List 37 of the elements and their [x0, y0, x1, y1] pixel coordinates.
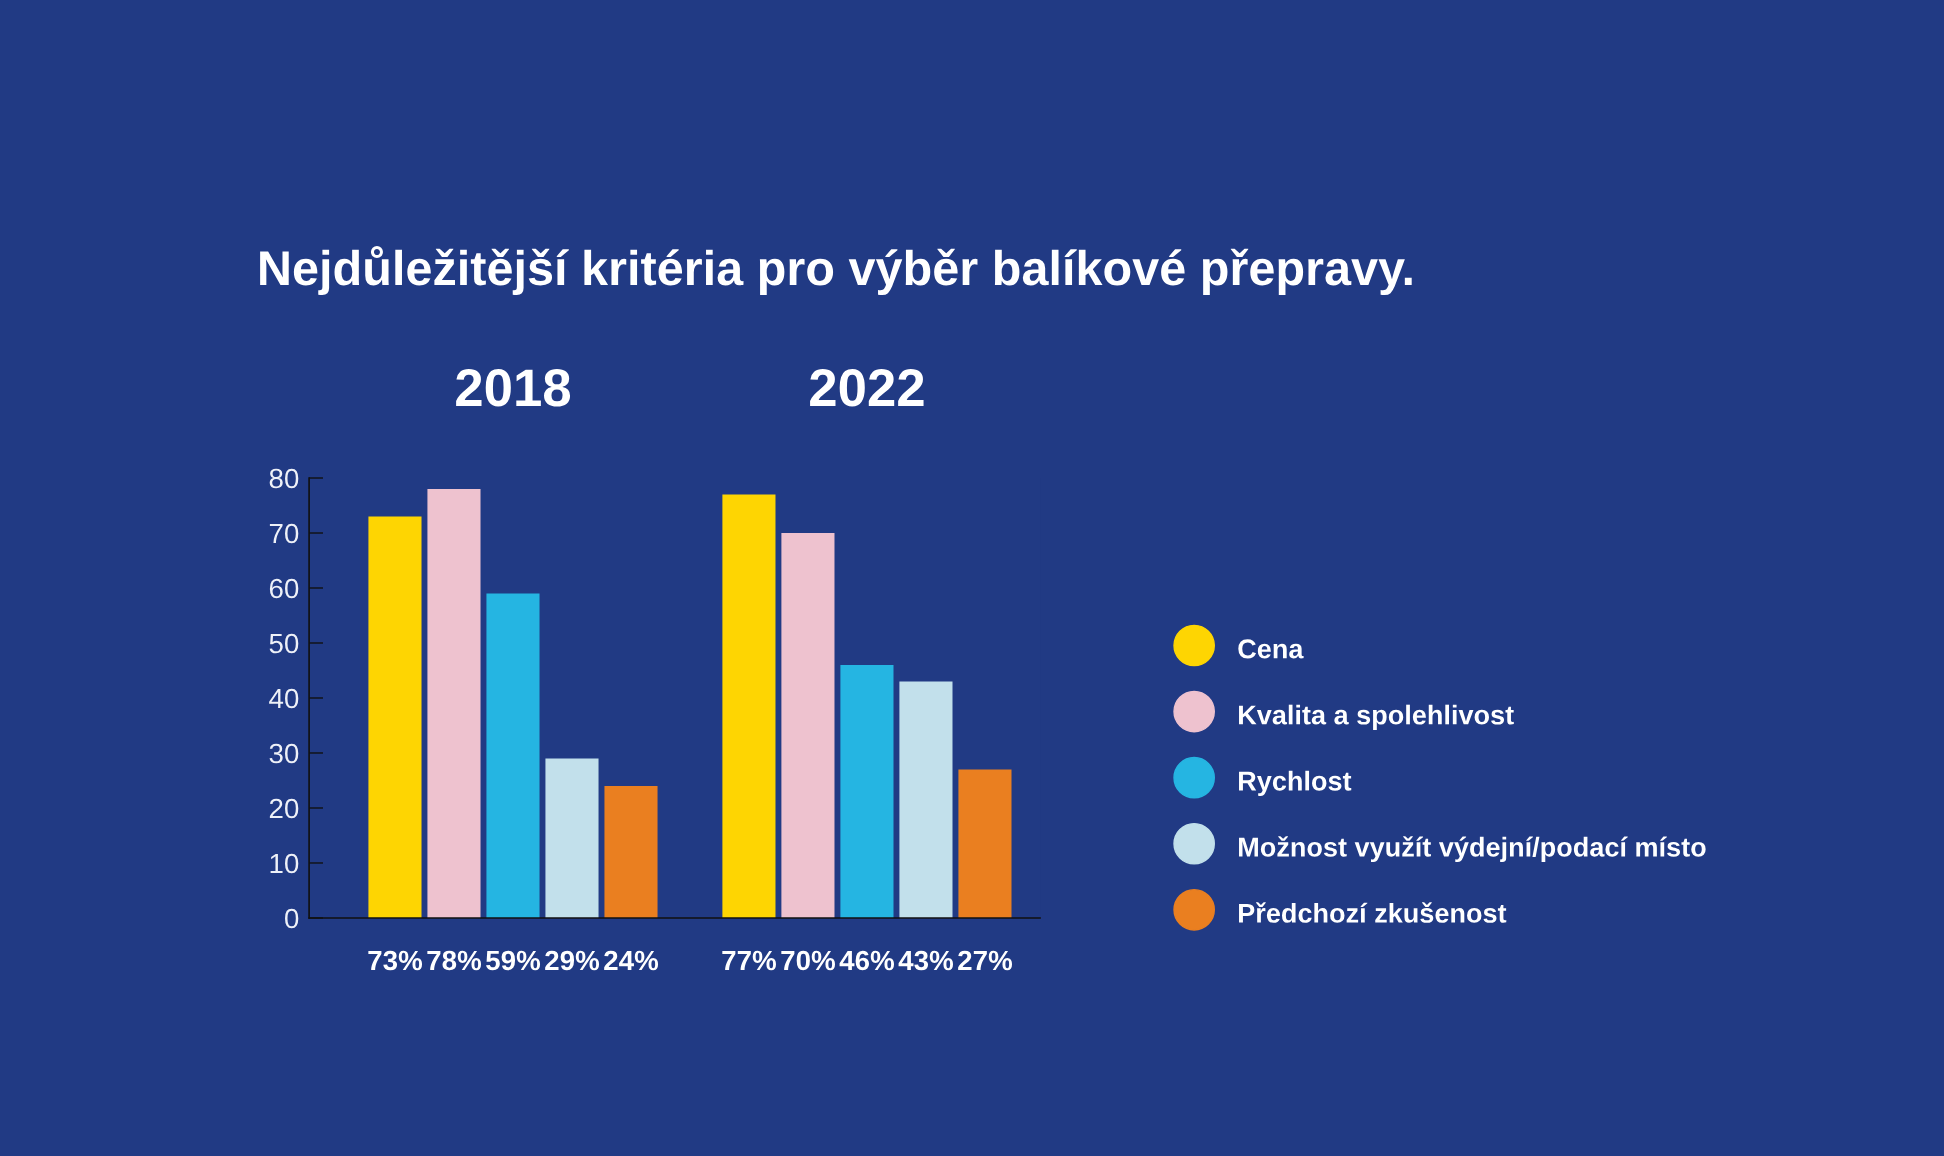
bar: [899, 681, 953, 918]
bar: [427, 489, 481, 918]
data-label: 77%: [722, 950, 776, 971]
bar: [545, 758, 599, 918]
y-tick-label: 40: [269, 688, 299, 709]
data-label: 59%: [486, 950, 541, 971]
y-tick-label: 0: [285, 908, 299, 929]
x-tick-label: 2018: [456, 369, 571, 407]
data-label: 29%: [545, 950, 600, 971]
legend-label: Kvalita a spolehlivost: [1239, 704, 1514, 730]
legend-label: Cena: [1238, 639, 1304, 659]
y-tick-label: 50: [269, 633, 299, 654]
data-label: 73%: [368, 950, 423, 971]
y-tick-label: 80: [269, 468, 299, 489]
data-label: 70%: [781, 950, 836, 971]
bar: [840, 664, 894, 918]
data-label: 24%: [604, 950, 659, 971]
bar: [722, 494, 776, 918]
bar: [368, 516, 422, 918]
legend-label: Předchozí zkušenost: [1239, 902, 1507, 923]
data-label: 78%: [427, 950, 482, 971]
bar: [486, 593, 540, 918]
data-label: 27%: [958, 950, 1013, 971]
legend-label: Možnost využít výdejní/podací místo: [1239, 836, 1706, 863]
y-tick-label: 60: [269, 578, 299, 599]
bar: [958, 769, 1012, 918]
bar: [604, 785, 658, 918]
y-tick-label: 70: [269, 523, 299, 544]
y-tick-label: 30: [269, 743, 299, 764]
data-label: 46%: [839, 950, 895, 971]
data-label: 43%: [898, 950, 954, 971]
y-tick-label: 10: [270, 853, 299, 874]
legend-label: Rychlost: [1239, 770, 1352, 797]
chart-title: Nejdůležitější kritéria pro výběr balíkové přepravy.: [260, 245, 1412, 296]
bar: [781, 533, 835, 918]
y-tick-label: 20: [269, 798, 299, 819]
x-tick-label: 2022: [810, 369, 924, 407]
